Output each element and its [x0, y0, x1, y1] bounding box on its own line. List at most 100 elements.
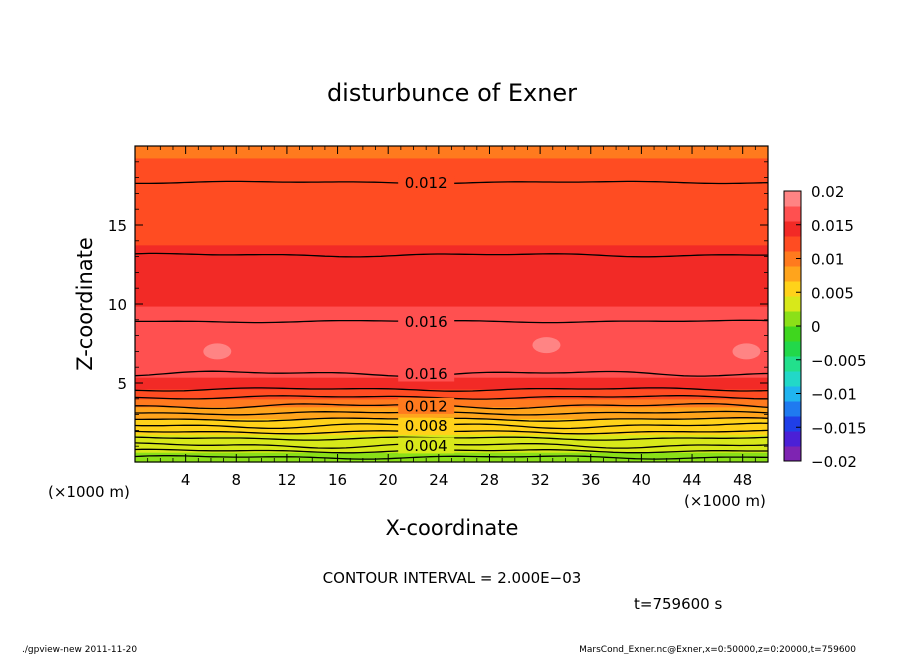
color-band	[135, 345, 768, 349]
color-band	[135, 282, 768, 285]
color-band	[135, 167, 768, 171]
contour-label: 0.008	[405, 417, 448, 435]
color-band	[135, 155, 768, 159]
contour-label: 0.016	[405, 313, 448, 331]
contour-label-bg	[398, 313, 455, 330]
colorbar-bin	[784, 341, 801, 357]
footer-right: MarsCond_Exner.nc@Exner,x=0:50000,z=0:20…	[579, 645, 856, 654]
color-band	[135, 266, 768, 270]
color-band	[135, 215, 768, 218]
contour-line	[134, 455, 769, 460]
color-band	[135, 232, 768, 236]
contour-label-bg	[398, 417, 455, 434]
contour-lines: 0.012 0.016 0.016 0.012 0.008 0.004	[134, 174, 769, 460]
colorbar-bin	[784, 206, 801, 222]
x-tick-label: 32	[531, 471, 550, 489]
colorbar-tick-label: 0.015	[811, 217, 854, 235]
color-band	[135, 384, 768, 388]
x-tick-label: 24	[429, 471, 448, 489]
color-band	[135, 268, 768, 272]
colorbar-bin	[784, 431, 801, 447]
colorbar-bin	[784, 356, 801, 372]
color-band	[135, 159, 768, 163]
x-tick-label: 4	[181, 471, 191, 489]
colorbar-bin	[784, 326, 801, 342]
color-band	[135, 189, 768, 193]
color-band	[135, 191, 768, 194]
color-band	[135, 331, 768, 335]
color-band	[135, 169, 768, 173]
color-band	[135, 199, 768, 202]
colorbar-bin	[784, 236, 801, 252]
x-tick-label: 36	[581, 471, 600, 489]
color-band	[135, 333, 768, 337]
max-patch	[203, 343, 232, 360]
color-band	[135, 217, 768, 220]
contour-label: 0.004	[405, 437, 448, 455]
color-band	[135, 234, 768, 238]
y-axis-ticks: 5 10 15	[108, 161, 768, 447]
chart-title: disturbunce of Exner	[327, 79, 577, 107]
color-band	[135, 302, 768, 305]
max-patch	[732, 343, 761, 360]
color-band	[135, 394, 768, 398]
color-band	[135, 294, 768, 297]
color-band	[135, 165, 768, 169]
color-band	[135, 296, 768, 299]
color-band	[135, 226, 768, 230]
color-band	[135, 151, 768, 155]
color-band	[135, 270, 768, 273]
color-band	[135, 305, 768, 309]
color-band	[135, 250, 768, 254]
color-band	[135, 223, 768, 226]
y-tick-label: 15	[108, 217, 127, 235]
color-band	[135, 207, 768, 210]
colorbar-bin	[784, 251, 801, 267]
colorbar-tick-label: −0.015	[811, 419, 867, 437]
color-band	[135, 209, 768, 212]
color-band	[135, 290, 768, 293]
color-band	[135, 353, 768, 356]
color-band	[135, 363, 768, 366]
x-unit-label-right: (×1000 m)	[684, 492, 766, 510]
color-band	[135, 193, 768, 196]
color-band	[135, 454, 768, 457]
color-band	[135, 392, 768, 396]
colorbar-bin	[784, 416, 801, 432]
color-band	[135, 388, 768, 392]
color-band	[135, 264, 768, 268]
color-band	[135, 351, 768, 354]
color-band	[135, 359, 768, 362]
contour-line	[134, 387, 769, 392]
color-band	[135, 211, 768, 214]
color-band	[135, 230, 768, 234]
x-tick-label: 28	[480, 471, 499, 489]
color-band	[135, 246, 768, 250]
color-band	[135, 309, 768, 313]
contour-label-bg	[398, 365, 455, 382]
color-band	[135, 213, 768, 216]
contour-label-bg	[398, 437, 455, 454]
color-band	[135, 347, 768, 351]
color-band	[135, 343, 768, 347]
x-tick-label: 16	[328, 471, 347, 489]
x-unit-label-left: (×1000 m)	[48, 483, 130, 501]
color-band	[135, 149, 768, 153]
contour-label-bg	[398, 174, 455, 191]
x-tick-label: 44	[682, 471, 701, 489]
color-band	[135, 256, 768, 260]
colorbar-bin	[784, 446, 801, 462]
color-band	[135, 304, 768, 307]
contour-line	[134, 252, 768, 258]
x-tick-label: 48	[733, 471, 752, 489]
color-band	[135, 260, 768, 264]
color-band	[135, 163, 768, 167]
y-tick-label: 10	[108, 296, 127, 314]
color-band	[135, 219, 768, 222]
color-band	[135, 244, 768, 248]
contour-label-bg	[398, 397, 455, 414]
color-band	[135, 355, 768, 358]
color-band	[135, 284, 768, 287]
x-axis-title: X-coordinate	[386, 516, 519, 540]
